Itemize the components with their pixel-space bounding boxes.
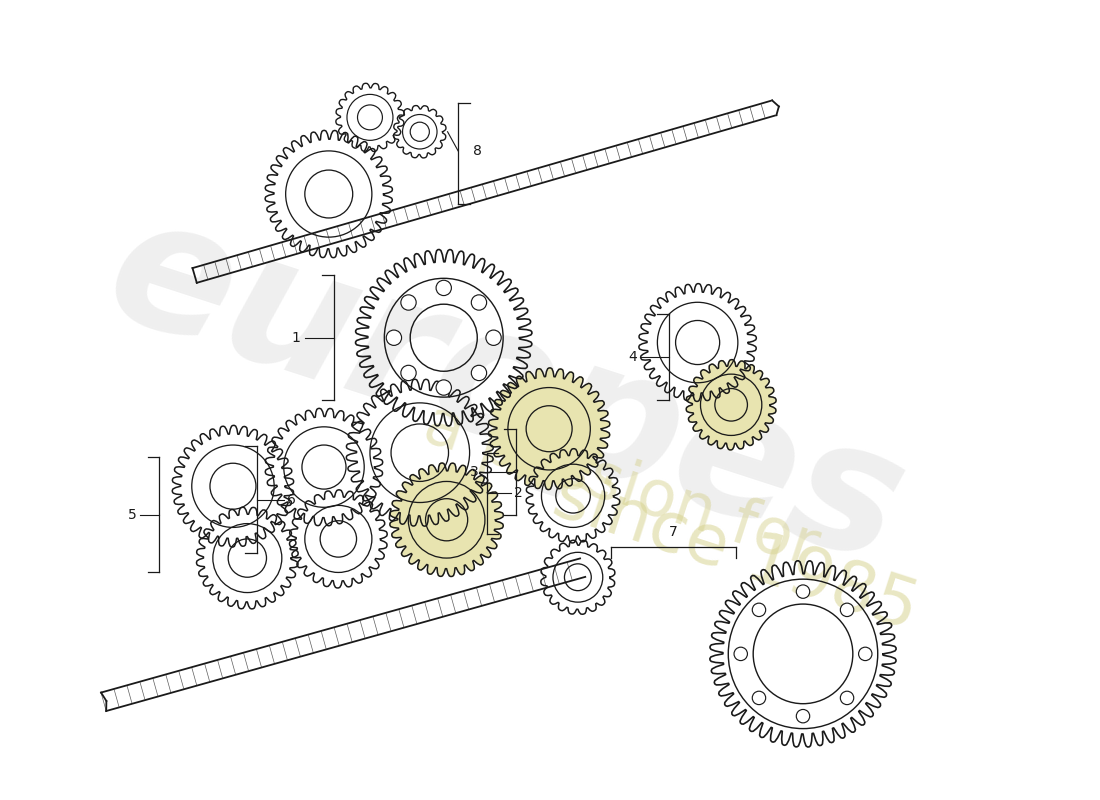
Circle shape [471, 295, 486, 310]
Circle shape [840, 603, 854, 617]
Text: 5: 5 [129, 508, 138, 522]
Circle shape [436, 280, 451, 295]
Text: since 1985: since 1985 [546, 462, 927, 644]
Circle shape [752, 603, 766, 617]
Circle shape [752, 691, 766, 705]
Polygon shape [488, 368, 609, 490]
Text: 1: 1 [292, 330, 300, 345]
Text: 4: 4 [628, 350, 637, 364]
Circle shape [796, 585, 810, 598]
Circle shape [840, 691, 854, 705]
Circle shape [400, 295, 416, 310]
Circle shape [734, 647, 747, 661]
Polygon shape [772, 101, 778, 115]
Circle shape [859, 647, 872, 661]
Text: europes: europes [88, 179, 924, 602]
Text: 7: 7 [669, 526, 678, 539]
Text: 3: 3 [471, 465, 480, 479]
Circle shape [386, 330, 402, 346]
Polygon shape [389, 463, 504, 577]
Circle shape [471, 366, 486, 381]
Text: 2: 2 [514, 486, 522, 500]
Circle shape [486, 330, 502, 346]
Text: a passion for: a passion for [416, 394, 826, 579]
Text: 6: 6 [287, 493, 296, 506]
Circle shape [400, 366, 416, 381]
Polygon shape [686, 360, 777, 450]
Circle shape [436, 380, 451, 395]
Text: 8: 8 [473, 144, 482, 158]
Circle shape [796, 710, 810, 723]
